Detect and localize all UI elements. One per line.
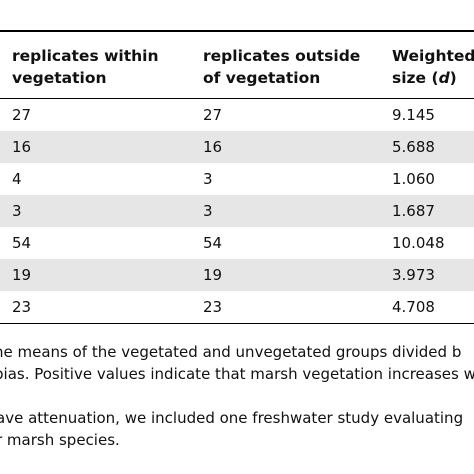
cell-replicates-outside: 54 bbox=[203, 234, 223, 252]
table-row: 4 3 1.060 bbox=[0, 163, 474, 195]
cell-weighted-size: 4.708 bbox=[392, 298, 435, 316]
cell-weighted-size: 3.973 bbox=[392, 266, 435, 284]
cell-replicates-within: 23 bbox=[12, 298, 32, 316]
cell-replicates-within: 3 bbox=[12, 202, 22, 220]
cell-weighted-size: 1.060 bbox=[392, 170, 435, 188]
table-bottom-rule bbox=[0, 323, 474, 324]
table-row: 16 16 5.688 bbox=[0, 131, 474, 163]
cell-weighted-size: 10.048 bbox=[392, 234, 445, 252]
cell-replicates-outside: 27 bbox=[203, 106, 223, 124]
cell-replicates-outside: 19 bbox=[203, 266, 223, 284]
header-rule bbox=[0, 98, 474, 99]
header-replicates-within: replicates within vegetation bbox=[12, 47, 159, 87]
cell-replicates-outside: 3 bbox=[203, 170, 213, 188]
cell-replicates-within: 27 bbox=[12, 106, 32, 124]
table-top-rule bbox=[0, 30, 474, 32]
cell-replicates-within: 16 bbox=[12, 138, 32, 156]
table-row: 19 19 3.973 bbox=[0, 259, 474, 291]
header-replicates-outside: replicates outside of vegetation bbox=[203, 47, 361, 87]
cell-replicates-within: 4 bbox=[12, 170, 22, 188]
cell-weighted-size: 5.688 bbox=[392, 138, 435, 156]
table-row: 3 3 1.687 bbox=[0, 195, 474, 227]
cell-replicates-within: 54 bbox=[12, 234, 32, 252]
cell-replicates-within: 19 bbox=[12, 266, 32, 284]
cell-replicates-outside: 16 bbox=[203, 138, 223, 156]
table-row: 54 54 10.048 bbox=[0, 227, 474, 259]
footnote-line: r marsh species. bbox=[0, 431, 120, 449]
cell-replicates-outside: 23 bbox=[203, 298, 223, 316]
table-row: 23 23 4.708 bbox=[0, 291, 474, 323]
footnote-line: bias. Positive values indicate that mars… bbox=[0, 365, 474, 383]
table-row: 27 27 9.145 bbox=[0, 99, 474, 131]
cell-weighted-size: 9.145 bbox=[392, 106, 435, 124]
cell-weighted-size: 1.687 bbox=[392, 202, 435, 220]
footnote-line: he means of the vegetated and unvegetate… bbox=[0, 343, 462, 361]
header-weighted-size: Weighted size (d) bbox=[392, 47, 474, 87]
cell-replicates-outside: 3 bbox=[203, 202, 213, 220]
footnote-line: ave attenuation, we included one freshwa… bbox=[0, 409, 464, 427]
